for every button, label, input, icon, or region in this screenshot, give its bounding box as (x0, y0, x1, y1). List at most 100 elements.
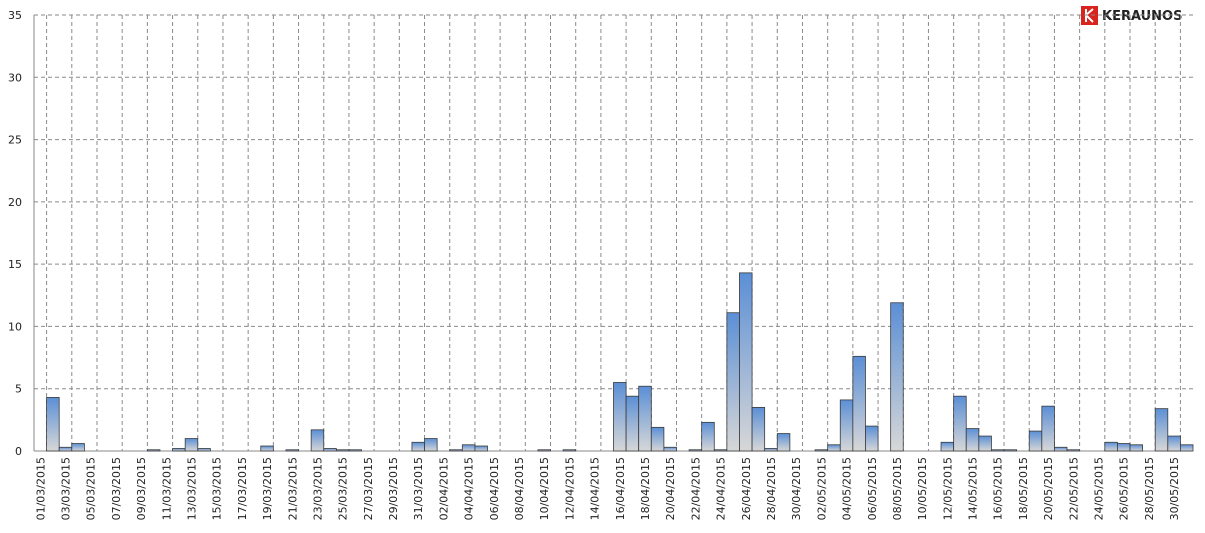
x-tick-label: 24/05/2015 (1093, 457, 1106, 520)
x-tick-label: 06/05/2015 (866, 457, 879, 520)
x-tick-label: 26/04/2015 (740, 457, 753, 520)
bar (663, 446, 677, 452)
x-tick-label: 06/04/2015 (488, 457, 501, 520)
bar (172, 448, 186, 452)
x-tick-label: 08/05/2015 (891, 457, 904, 520)
bar (146, 449, 161, 452)
x-tick-label: 31/03/2015 (412, 457, 425, 520)
bar (1167, 435, 1181, 452)
x-tick-label: 18/04/2015 (639, 457, 652, 520)
x-tick-label: 27/03/2015 (362, 457, 375, 520)
bar (1054, 446, 1068, 452)
x-tick-label: 15/03/2015 (211, 457, 224, 520)
bar (814, 449, 829, 452)
bar (839, 399, 854, 452)
bar (461, 444, 476, 452)
y-tick-label: 30 (8, 71, 22, 84)
x-tick-label: 13/03/2015 (185, 457, 198, 520)
bar (58, 446, 73, 452)
x-tick-label: 17/03/2015 (236, 457, 249, 520)
x-tick-label: 16/04/2015 (614, 457, 627, 520)
x-tick-label: 01/03/2015 (34, 457, 47, 520)
x-tick-label: 28/05/2015 (1143, 457, 1156, 520)
bar (260, 445, 274, 452)
x-tick-label: 04/04/2015 (463, 457, 476, 520)
bar (197, 448, 211, 452)
x-tick-label: 09/03/2015 (135, 457, 148, 520)
x-tick-label: 24/04/2015 (715, 457, 728, 520)
x-tick-label: 30/04/2015 (790, 457, 803, 520)
bar (713, 449, 728, 452)
bar (940, 441, 955, 452)
x-tick-label: 20/05/2015 (1042, 457, 1055, 520)
x-tick-label: 12/05/2015 (941, 457, 954, 520)
logo: KERAUNOS (1081, 6, 1182, 25)
x-tick-label: 02/04/2015 (437, 457, 450, 520)
y-tick-label: 35 (8, 9, 22, 22)
bar (991, 449, 1005, 452)
x-tick-label: 22/05/2015 (1067, 457, 1080, 520)
bar (537, 449, 551, 452)
bar (978, 435, 992, 452)
bar (701, 421, 715, 452)
bar (751, 406, 766, 452)
bar (71, 443, 85, 452)
x-tick-label: 03/03/2015 (59, 457, 72, 520)
bar (965, 428, 980, 452)
x-tick-label: 16/05/2015 (992, 457, 1005, 520)
bar (726, 312, 740, 452)
y-tick-label: 5 (15, 383, 22, 396)
bar (184, 438, 199, 452)
x-tick-label: 26/05/2015 (1118, 457, 1131, 520)
bar (688, 449, 703, 452)
bar (1041, 405, 1055, 452)
bar (323, 448, 337, 452)
x-tick-label: 10/04/2015 (538, 457, 551, 520)
bar (890, 302, 904, 452)
bar (776, 433, 791, 452)
x-tick-label: 02/05/2015 (815, 457, 828, 520)
x-tick-label: 12/04/2015 (563, 457, 576, 520)
bar (865, 425, 879, 452)
x-tick-label: 22/04/2015 (689, 457, 702, 520)
x-tick-label: 08/04/2015 (513, 457, 526, 520)
bar (310, 429, 325, 452)
bar (613, 382, 627, 452)
x-tick-label: 23/03/2015 (311, 457, 324, 520)
bar (764, 448, 778, 452)
x-tick-label: 10/05/2015 (916, 457, 929, 520)
x-tick-label: 04/05/2015 (841, 457, 854, 520)
bar (348, 449, 362, 452)
x-tick-label: 25/03/2015 (337, 457, 350, 520)
logo-icon (1081, 6, 1098, 25)
bar (46, 397, 60, 452)
bar (638, 385, 652, 452)
x-tick-label: 21/03/2015 (286, 457, 299, 520)
bar (625, 395, 640, 452)
logo-text: KERAUNOS (1102, 9, 1182, 24)
y-tick-label: 25 (8, 134, 22, 147)
bar (449, 449, 463, 452)
bar (953, 395, 967, 452)
x-tick-label: 07/03/2015 (110, 457, 123, 520)
y-tick-label: 10 (8, 320, 22, 333)
bar (335, 449, 350, 452)
x-tick-label: 14/05/2015 (967, 457, 980, 520)
bar (474, 445, 488, 452)
x-tick-label: 30/05/2015 (1168, 457, 1181, 520)
bar (562, 449, 577, 452)
x-tick-label: 19/03/2015 (261, 457, 274, 520)
bar (650, 426, 665, 452)
y-tick-label: 0 (15, 445, 22, 458)
bar (285, 449, 299, 452)
x-tick-label: 14/04/2015 (589, 457, 602, 520)
bar (1028, 430, 1043, 452)
bar (424, 438, 438, 452)
bar (411, 441, 425, 452)
x-tick-label: 05/03/2015 (85, 457, 98, 520)
x-tick-label: 11/03/2015 (160, 457, 173, 520)
bar (1104, 441, 1118, 452)
bar (1154, 408, 1169, 452)
bar (1117, 443, 1131, 452)
